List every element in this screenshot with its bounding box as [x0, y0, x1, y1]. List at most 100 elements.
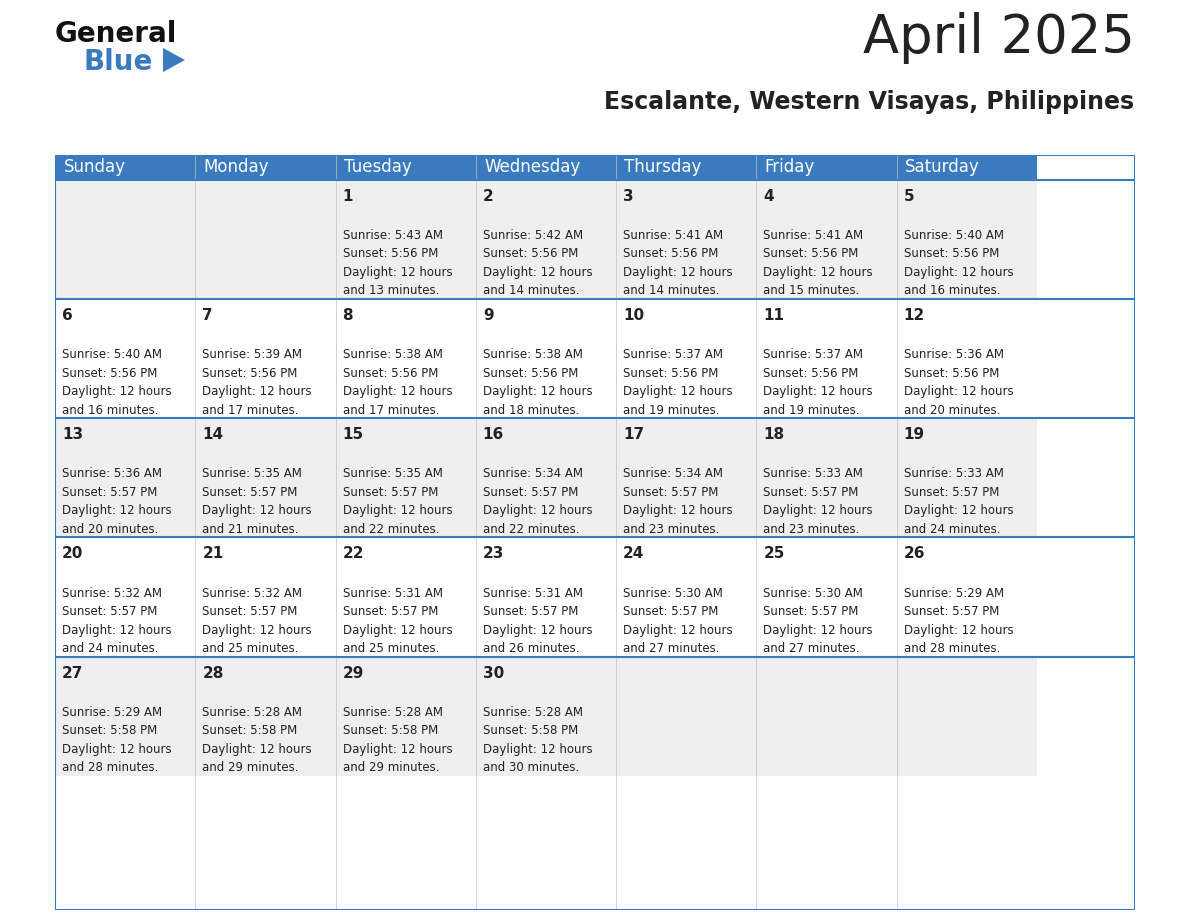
Bar — [335, 656, 475, 776]
Text: Sunrise: 5:31 AM
Sunset: 5:57 PM
Daylight: 12 hours
and 26 minutes.: Sunrise: 5:31 AM Sunset: 5:57 PM Dayligh… — [482, 587, 593, 655]
Bar — [195, 180, 335, 299]
Bar — [757, 419, 897, 537]
Bar — [757, 180, 897, 299]
Text: 5: 5 — [904, 189, 915, 204]
Polygon shape — [163, 48, 185, 72]
Text: 3: 3 — [623, 189, 633, 204]
Bar — [55, 537, 195, 656]
Text: Sunrise: 5:28 AM
Sunset: 5:58 PM
Daylight: 12 hours
and 30 minutes.: Sunrise: 5:28 AM Sunset: 5:58 PM Dayligh… — [482, 706, 593, 774]
Bar — [195, 419, 335, 537]
Text: Sunrise: 5:42 AM
Sunset: 5:56 PM
Daylight: 12 hours
and 14 minutes.: Sunrise: 5:42 AM Sunset: 5:56 PM Dayligh… — [482, 229, 593, 297]
Text: Sunrise: 5:28 AM
Sunset: 5:58 PM
Daylight: 12 hours
and 29 minutes.: Sunrise: 5:28 AM Sunset: 5:58 PM Dayligh… — [202, 706, 312, 774]
Bar — [617, 537, 757, 656]
Text: Thursday: Thursday — [625, 158, 702, 176]
Text: Wednesday: Wednesday — [485, 158, 581, 176]
Text: 11: 11 — [764, 308, 784, 323]
Bar — [475, 419, 617, 537]
Bar — [897, 299, 1037, 419]
Bar — [335, 299, 475, 419]
Text: Sunrise: 5:34 AM
Sunset: 5:57 PM
Daylight: 12 hours
and 22 minutes.: Sunrise: 5:34 AM Sunset: 5:57 PM Dayligh… — [482, 467, 593, 536]
Text: Sunrise: 5:40 AM
Sunset: 5:56 PM
Daylight: 12 hours
and 16 minutes.: Sunrise: 5:40 AM Sunset: 5:56 PM Dayligh… — [904, 229, 1013, 297]
Text: 8: 8 — [342, 308, 353, 323]
Bar — [617, 299, 757, 419]
Bar — [55, 180, 195, 299]
Text: Tuesday: Tuesday — [345, 158, 412, 176]
Text: April 2025: April 2025 — [862, 12, 1135, 63]
Bar — [335, 419, 475, 537]
Text: 9: 9 — [482, 308, 493, 323]
Bar — [617, 155, 757, 180]
Text: Escalante, Western Visayas, Philippines: Escalante, Western Visayas, Philippines — [605, 90, 1135, 114]
Text: Sunrise: 5:39 AM
Sunset: 5:56 PM
Daylight: 12 hours
and 17 minutes.: Sunrise: 5:39 AM Sunset: 5:56 PM Dayligh… — [202, 348, 312, 417]
Text: Sunrise: 5:28 AM
Sunset: 5:58 PM
Daylight: 12 hours
and 29 minutes.: Sunrise: 5:28 AM Sunset: 5:58 PM Dayligh… — [342, 706, 453, 774]
Bar — [897, 656, 1037, 776]
Bar — [55, 419, 195, 537]
Bar — [195, 656, 335, 776]
Bar — [757, 299, 897, 419]
Text: 20: 20 — [62, 546, 83, 562]
Bar — [617, 419, 757, 537]
Text: Sunrise: 5:38 AM
Sunset: 5:56 PM
Daylight: 12 hours
and 17 minutes.: Sunrise: 5:38 AM Sunset: 5:56 PM Dayligh… — [342, 348, 453, 417]
Text: Blue: Blue — [83, 48, 152, 76]
Text: 29: 29 — [342, 666, 364, 681]
Text: 13: 13 — [62, 427, 83, 442]
Text: Sunrise: 5:40 AM
Sunset: 5:56 PM
Daylight: 12 hours
and 16 minutes.: Sunrise: 5:40 AM Sunset: 5:56 PM Dayligh… — [62, 348, 171, 417]
Text: 10: 10 — [623, 308, 644, 323]
Text: Sunrise: 5:34 AM
Sunset: 5:57 PM
Daylight: 12 hours
and 23 minutes.: Sunrise: 5:34 AM Sunset: 5:57 PM Dayligh… — [623, 467, 733, 536]
Bar — [617, 180, 757, 299]
Text: Sunrise: 5:36 AM
Sunset: 5:56 PM
Daylight: 12 hours
and 20 minutes.: Sunrise: 5:36 AM Sunset: 5:56 PM Dayligh… — [904, 348, 1013, 417]
Text: 25: 25 — [764, 546, 785, 562]
Bar — [475, 299, 617, 419]
Text: Sunrise: 5:33 AM
Sunset: 5:57 PM
Daylight: 12 hours
and 23 minutes.: Sunrise: 5:33 AM Sunset: 5:57 PM Dayligh… — [764, 467, 873, 536]
Bar — [195, 155, 335, 180]
Text: General: General — [55, 20, 177, 48]
Text: 27: 27 — [62, 666, 83, 681]
Text: Sunrise: 5:36 AM
Sunset: 5:57 PM
Daylight: 12 hours
and 20 minutes.: Sunrise: 5:36 AM Sunset: 5:57 PM Dayligh… — [62, 467, 171, 536]
Text: Sunrise: 5:43 AM
Sunset: 5:56 PM
Daylight: 12 hours
and 13 minutes.: Sunrise: 5:43 AM Sunset: 5:56 PM Dayligh… — [342, 229, 453, 297]
Text: 14: 14 — [202, 427, 223, 442]
Bar — [617, 656, 757, 776]
Text: 18: 18 — [764, 427, 784, 442]
Text: 15: 15 — [342, 427, 364, 442]
Bar — [475, 180, 617, 299]
Text: Saturday: Saturday — [905, 158, 980, 176]
Text: Sunrise: 5:35 AM
Sunset: 5:57 PM
Daylight: 12 hours
and 22 minutes.: Sunrise: 5:35 AM Sunset: 5:57 PM Dayligh… — [342, 467, 453, 536]
Bar — [757, 537, 897, 656]
Text: Sunrise: 5:30 AM
Sunset: 5:57 PM
Daylight: 12 hours
and 27 minutes.: Sunrise: 5:30 AM Sunset: 5:57 PM Dayligh… — [764, 587, 873, 655]
Text: Sunrise: 5:33 AM
Sunset: 5:57 PM
Daylight: 12 hours
and 24 minutes.: Sunrise: 5:33 AM Sunset: 5:57 PM Dayligh… — [904, 467, 1013, 536]
Text: Sunrise: 5:32 AM
Sunset: 5:57 PM
Daylight: 12 hours
and 24 minutes.: Sunrise: 5:32 AM Sunset: 5:57 PM Dayligh… — [62, 587, 171, 655]
Bar — [475, 656, 617, 776]
Bar — [195, 299, 335, 419]
Bar — [55, 299, 195, 419]
Text: Sunrise: 5:38 AM
Sunset: 5:56 PM
Daylight: 12 hours
and 18 minutes.: Sunrise: 5:38 AM Sunset: 5:56 PM Dayligh… — [482, 348, 593, 417]
Text: 17: 17 — [623, 427, 644, 442]
Text: Sunrise: 5:41 AM
Sunset: 5:56 PM
Daylight: 12 hours
and 15 minutes.: Sunrise: 5:41 AM Sunset: 5:56 PM Dayligh… — [764, 229, 873, 297]
Text: 24: 24 — [623, 546, 644, 562]
Bar — [335, 537, 475, 656]
Bar — [897, 180, 1037, 299]
Text: Sunrise: 5:30 AM
Sunset: 5:57 PM
Daylight: 12 hours
and 27 minutes.: Sunrise: 5:30 AM Sunset: 5:57 PM Dayligh… — [623, 587, 733, 655]
Text: Sunrise: 5:31 AM
Sunset: 5:57 PM
Daylight: 12 hours
and 25 minutes.: Sunrise: 5:31 AM Sunset: 5:57 PM Dayligh… — [342, 587, 453, 655]
Text: Monday: Monday — [203, 158, 270, 176]
Bar — [757, 656, 897, 776]
Text: 26: 26 — [904, 546, 925, 562]
Text: Sunrise: 5:32 AM
Sunset: 5:57 PM
Daylight: 12 hours
and 25 minutes.: Sunrise: 5:32 AM Sunset: 5:57 PM Dayligh… — [202, 587, 312, 655]
Bar — [897, 419, 1037, 537]
Text: 19: 19 — [904, 427, 924, 442]
Bar — [55, 656, 195, 776]
Text: Sunrise: 5:37 AM
Sunset: 5:56 PM
Daylight: 12 hours
and 19 minutes.: Sunrise: 5:37 AM Sunset: 5:56 PM Dayligh… — [764, 348, 873, 417]
Text: 21: 21 — [202, 546, 223, 562]
Text: Friday: Friday — [765, 158, 815, 176]
Text: 1: 1 — [342, 189, 353, 204]
Text: 12: 12 — [904, 308, 924, 323]
Bar — [897, 155, 1037, 180]
Bar — [335, 180, 475, 299]
Text: Sunrise: 5:29 AM
Sunset: 5:58 PM
Daylight: 12 hours
and 28 minutes.: Sunrise: 5:29 AM Sunset: 5:58 PM Dayligh… — [62, 706, 171, 774]
Text: 16: 16 — [482, 427, 504, 442]
Bar — [897, 537, 1037, 656]
Text: 2: 2 — [482, 189, 493, 204]
Text: 28: 28 — [202, 666, 223, 681]
Text: Sunrise: 5:41 AM
Sunset: 5:56 PM
Daylight: 12 hours
and 14 minutes.: Sunrise: 5:41 AM Sunset: 5:56 PM Dayligh… — [623, 229, 733, 297]
Text: 22: 22 — [342, 546, 364, 562]
Text: 4: 4 — [764, 189, 773, 204]
